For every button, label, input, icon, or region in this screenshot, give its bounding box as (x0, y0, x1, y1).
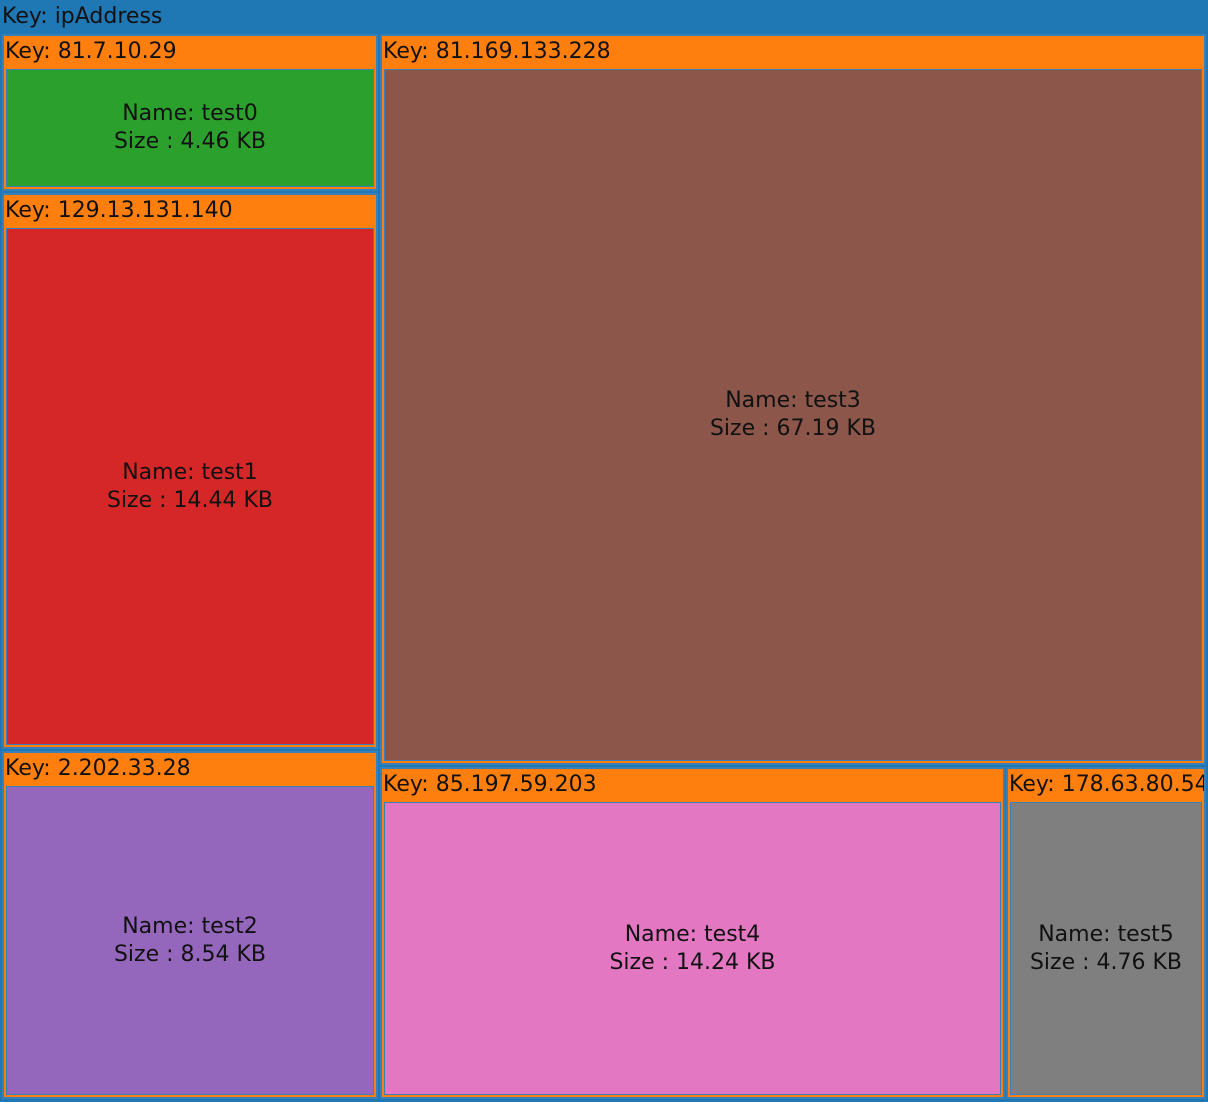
leaf-name-label: Name: test5 (1038, 921, 1174, 947)
treemap-group-test0[interactable]: Key: 81.7.10.29 Name: test0 Size : 4.46 KB (2, 34, 378, 191)
leaf-label: Name: test0 Size : 4.46 KB (114, 100, 266, 156)
group-key-label: Key: 129.13.131.140 (5, 198, 233, 223)
treemap-group-test3[interactable]: Key: 81.169.133.228 Name: test3 Size : 67.… (380, 34, 1206, 765)
group-key-label: Key: 81.7.10.29 (5, 39, 177, 64)
leaf-size-label: Size : 67.19 KB (709, 416, 877, 441)
leaf-label: Name: test1 Size : 14.44 KB (107, 459, 273, 515)
treemap-leaf-test1[interactable]: Name: test1 Size : 14.44 KB (6, 228, 374, 745)
treemap-leaf-test2[interactable]: Name: test2 Size : 8.54 KB (6, 786, 374, 1095)
group-key-label: Key: 85.197.59.203 (383, 772, 597, 797)
treemap-group-test4[interactable]: Key: 85.197.59.203 Name: test4 Size : 14.2… (380, 767, 1005, 1099)
leaf-size-label: Size : 4.46 KB (113, 129, 267, 154)
leaf-name-label: Name: test4 (624, 921, 761, 947)
leaf-name-label: Name: test0 (122, 101, 258, 126)
leaf-name-label: Name: test2 (122, 913, 258, 939)
root-header: Key: ipAddress (2, 4, 163, 29)
group-key-label: Key: 2.202.33.28 (5, 756, 191, 781)
treemap-group-test1[interactable]: Key: 129.13.131.140 Name: test1 Size : 14.… (2, 193, 378, 749)
group-key-label: Key: 178.63.80.54 (1009, 772, 1204, 797)
treemap-group-test5[interactable]: Key: 178.63.80.54 Name: test5 Size : 4.76 … (1006, 767, 1206, 1099)
group-key-label: Key: 81.169.133.228 (383, 39, 611, 64)
treemap-group-test2[interactable]: Key: 2.202.33.28 Name: test2 Size : 8.54 K… (2, 751, 378, 1099)
treemap-leaf-test4[interactable]: Name: test4 Size : 14.24 KB (384, 802, 1001, 1095)
leaf-label: Name: test5 Size : 4.76 KB (1030, 921, 1182, 977)
leaf-label: Name: test3 Size : 67.19 KB (710, 387, 876, 443)
leaf-size-label: Size : 14.44 KB (106, 487, 274, 513)
leaf-name-label: Name: test1 (122, 459, 258, 485)
leaf-size-label: Size : 14.24 KB (609, 949, 776, 975)
leaf-label: Name: test4 Size : 14.24 KB (609, 921, 775, 977)
treemap-leaf-test5[interactable]: Name: test5 Size : 4.76 KB (1010, 802, 1202, 1095)
leaf-size-label: Size : 8.54 KB (113, 941, 267, 967)
leaf-size-label: Size : 4.76 KB (1029, 949, 1183, 975)
leaf-label: Name: test2 Size : 8.54 KB (114, 913, 266, 969)
treemap-leaf-test0[interactable]: Name: test0 Size : 4.46 KB (6, 69, 374, 187)
leaf-name-label: Name: test3 (725, 388, 861, 413)
treemap-leaf-test3[interactable]: Name: test3 Size : 67.19 KB (384, 69, 1202, 761)
